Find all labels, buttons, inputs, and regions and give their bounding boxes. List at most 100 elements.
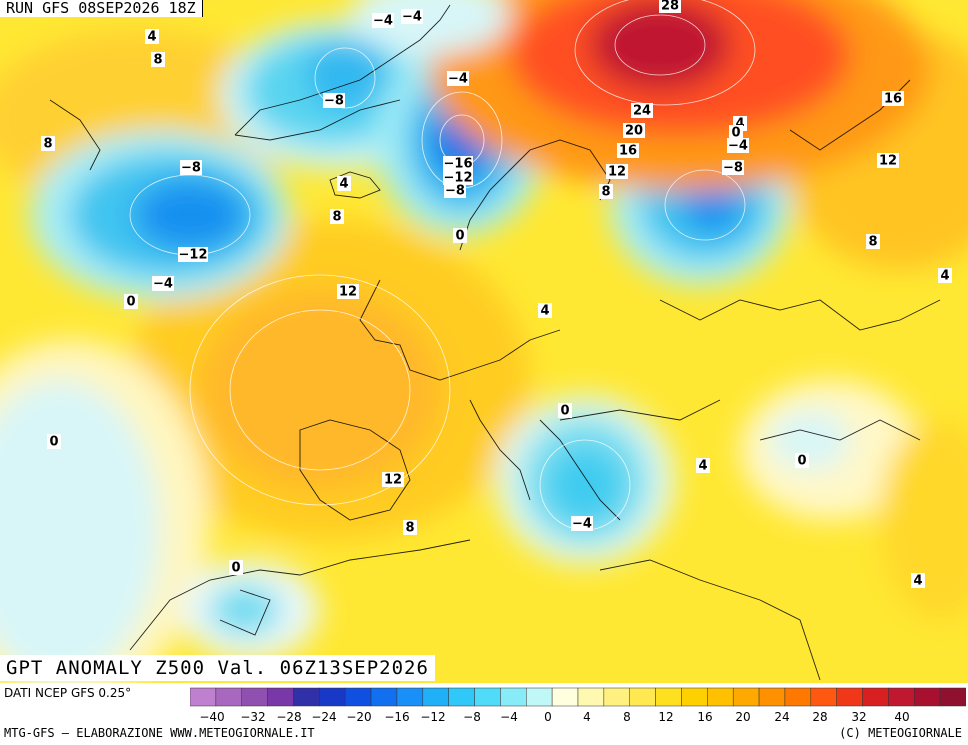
colorbar-swatch <box>448 687 475 707</box>
map-title: GPT ANOMALY Z500 Val. 06Z13SEP2026 <box>0 655 435 681</box>
colorbar-tick-label: −20 <box>346 710 371 724</box>
colorbar-swatch <box>526 687 553 707</box>
colorbar-swatch <box>474 687 501 707</box>
colorbar-swatch <box>603 687 630 707</box>
contour-label: −4 <box>372 13 394 29</box>
contour-label: −4 <box>571 516 593 532</box>
svg-text:0: 0 <box>231 561 240 576</box>
svg-text:−4: −4 <box>153 277 173 292</box>
contour-label: −4 <box>401 9 423 25</box>
colorbar-tick-label: 12 <box>658 710 673 724</box>
colorbar-swatch <box>862 687 889 707</box>
svg-text:20: 20 <box>625 124 643 139</box>
svg-text:−4: −4 <box>728 139 748 154</box>
colorbar-swatch <box>784 687 812 707</box>
colorbar: −40 −32 −28 −24 −20 −16 −12 −8 −4 0 4 8 12 16 20 24 28 32… <box>190 687 966 724</box>
contour-label: 4 <box>145 29 159 45</box>
contour-label: 12 <box>606 164 628 180</box>
contour-label: 4 <box>538 303 552 319</box>
colorbar-swatch <box>681 687 708 707</box>
contour-label: 20 <box>623 123 645 139</box>
contour-label: −12 <box>443 170 473 186</box>
contour-label: 8 <box>330 209 344 225</box>
contour-label: 16 <box>617 143 639 159</box>
svg-text:4: 4 <box>698 459 707 474</box>
credits-right: (C) METEOGIORNALE <box>839 726 962 740</box>
colorbar-tick-label: 28 <box>812 710 827 724</box>
colorbar-tick-label: −32 <box>240 710 265 724</box>
colorbar-swatch <box>758 687 786 707</box>
colorbar-swatch <box>319 687 346 707</box>
contour-label: −4 <box>727 138 749 154</box>
contour-label: 8 <box>41 136 55 152</box>
colorbar-swatch <box>655 687 682 707</box>
svg-text:−12: −12 <box>444 171 473 186</box>
colorbar-tick-label: 8 <box>623 710 631 724</box>
svg-text:28: 28 <box>661 0 679 14</box>
colorbar-swatch <box>500 687 527 707</box>
colorbar-tick-label: −40 <box>199 710 224 724</box>
colorbar-swatch <box>190 687 217 707</box>
svg-text:−4: −4 <box>572 517 592 532</box>
colorbar-swatch <box>836 687 863 707</box>
contour-label: 0 <box>124 294 138 310</box>
contour-label: 0 <box>229 560 243 576</box>
contour-label: 8 <box>599 184 613 200</box>
svg-text:12: 12 <box>608 165 626 180</box>
colorbar-swatch <box>914 687 941 707</box>
contour-label: 28 <box>659 0 681 14</box>
colorbar-tick-label: 40 <box>894 710 909 724</box>
colorbar-tick-label: −8 <box>463 710 481 724</box>
colorbar-tick-label: 20 <box>735 710 750 724</box>
colorbar-swatch <box>370 687 398 707</box>
svg-text:4: 4 <box>540 304 549 319</box>
contour-label: 8 <box>866 234 880 250</box>
contour-label: 24 <box>631 103 653 119</box>
contour-label: −4 <box>152 276 174 292</box>
colorbar-swatch <box>396 687 424 707</box>
colorbar-swatch <box>551 687 579 707</box>
colorbar-swatch <box>810 687 837 707</box>
colorbar-tick-label: 16 <box>697 710 712 724</box>
svg-text:12: 12 <box>384 473 402 488</box>
svg-text:−4: −4 <box>402 10 422 25</box>
colorbar-tick-label: −24 <box>311 710 336 724</box>
colorbar-swatch <box>344 687 372 707</box>
svg-text:4: 4 <box>339 177 348 192</box>
contour-label: −12 <box>178 247 208 263</box>
colorbar-swatch <box>732 687 760 707</box>
svg-text:4: 4 <box>735 117 744 132</box>
colorbar-swatch <box>215 687 242 707</box>
colorbar-tick-label: −16 <box>384 710 409 724</box>
colorbar-tick-label: −12 <box>420 710 445 724</box>
svg-text:8: 8 <box>405 521 414 536</box>
contour-label: −8 <box>323 93 345 109</box>
svg-text:8: 8 <box>868 235 877 250</box>
contour-label: 0 <box>47 434 61 450</box>
svg-text:8: 8 <box>332 210 341 225</box>
contour-label: 4 <box>938 268 952 284</box>
svg-text:−8: −8 <box>181 161 201 176</box>
colorbar-swatch <box>267 687 294 707</box>
contour-label: 12 <box>877 153 899 169</box>
contour-label: 0 <box>795 453 809 469</box>
svg-text:−12: −12 <box>179 248 208 263</box>
contour-label: −8 <box>444 183 466 199</box>
contour-label: −8 <box>180 160 202 176</box>
svg-text:0: 0 <box>49 435 58 450</box>
svg-text:−16: −16 <box>444 157 473 172</box>
data-source: DATI NCEP GFS 0.25° <box>4 686 132 700</box>
contour-label: 12 <box>382 472 404 488</box>
colorbar-tick-label: 0 <box>544 710 552 724</box>
svg-text:0: 0 <box>731 126 740 141</box>
svg-text:0: 0 <box>126 295 135 310</box>
contour-label: 12 <box>337 284 359 300</box>
credits-left: MTG-GFS — ELABORAZIONE WWW.METEOGIORNALE… <box>4 726 315 740</box>
svg-text:−8: −8 <box>445 184 465 199</box>
run-label: RUN GFS 08SEP2026 18Z <box>0 0 203 17</box>
colorbar-swatch <box>629 687 656 707</box>
svg-text:12: 12 <box>339 285 357 300</box>
colorbar-swatch <box>888 687 915 707</box>
colorbar-tick-label: 32 <box>851 710 866 724</box>
